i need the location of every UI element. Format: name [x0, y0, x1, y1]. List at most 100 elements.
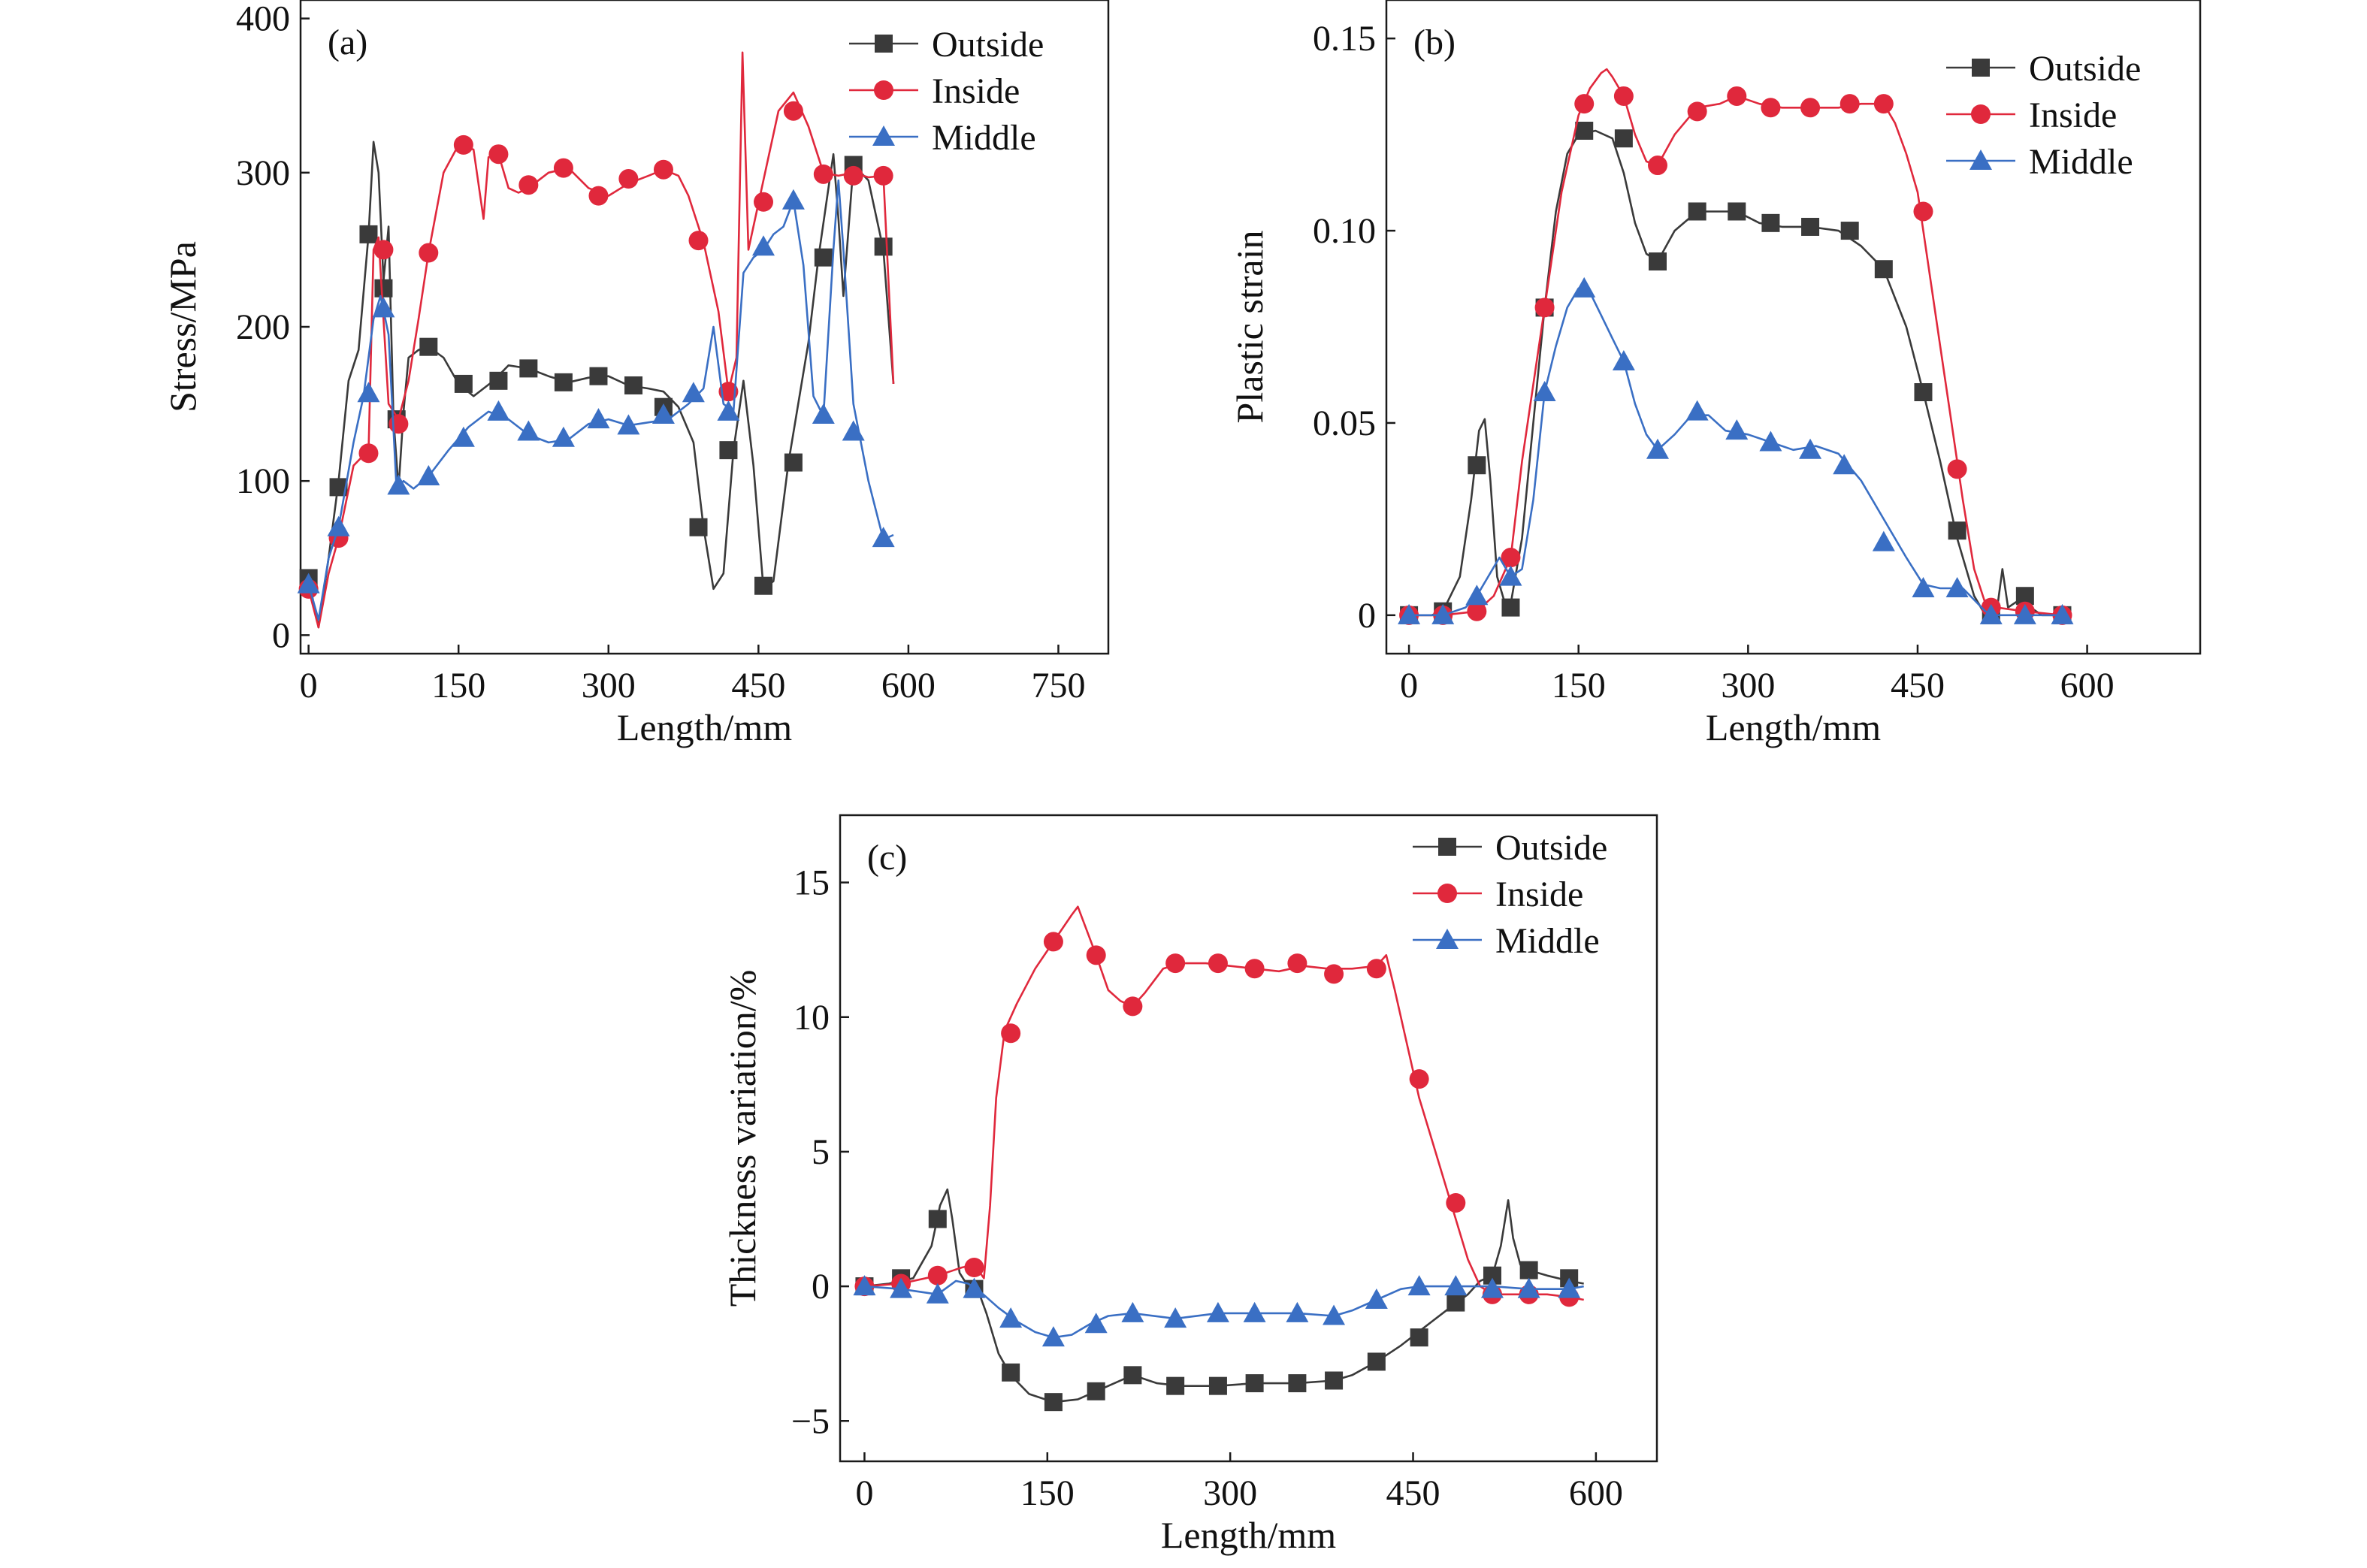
panel-a-legend-middle-label: Middle — [932, 118, 1036, 158]
panel-c-series-inside-point — [1165, 953, 1186, 974]
panel-c-series-inside-point — [1043, 932, 1063, 952]
panel-a-series-inside-point — [518, 175, 539, 195]
panel-a-series-outside-point — [374, 279, 393, 298]
panel-b-series-inside-point — [1501, 548, 1521, 568]
panel-c-y-tick-label: 10 — [794, 998, 830, 1038]
panel-c-series-middle-point — [1480, 1277, 1504, 1298]
panel-c-y-tick-label: 0 — [812, 1267, 830, 1307]
panel-b-series-outside-point — [1801, 217, 1820, 236]
panel-b-y-tick-label: 0.10 — [1313, 211, 1376, 251]
panel-c-x-tick-label: 150 — [1020, 1473, 1075, 1513]
panel-b-series-inside-point — [1534, 298, 1555, 318]
panel-c-legend-middle-label: Middle — [1495, 921, 1600, 961]
panel-c-y-tick-label: 15 — [794, 863, 830, 903]
panel-a-series-inside-point — [718, 382, 739, 402]
panel-a-series-middle-point — [717, 400, 740, 421]
panel-a-series-inside-point — [373, 240, 394, 260]
panel-a-series-outside-point — [874, 237, 893, 256]
panel-c-series-middle-point — [1084, 1313, 1108, 1334]
panel-c-series-outside-point — [1325, 1371, 1344, 1390]
panel-c-series-inside-point — [1287, 953, 1307, 974]
panel-c-series-outside-point — [1166, 1376, 1185, 1395]
panel-a-series-outside-point — [454, 374, 473, 393]
panel-a-y-tick-label: 100 — [236, 461, 290, 501]
panel-c-series-middle-point — [1365, 1289, 1388, 1309]
panel-a-legend-inside-marker — [874, 80, 893, 100]
panel-a-series-inside-point — [783, 101, 803, 121]
panel-a-stress: 0 150 300 450 600 750 0 100 200 300 400 Length/mm St… — [162, 0, 1110, 748]
panel-a-series-middle-point — [517, 420, 540, 441]
panel-c-series-middle-point — [1444, 1275, 1468, 1296]
panel-b-legend-outside-marker — [1972, 59, 1990, 77]
panel-a-x-tick-label: 300 — [582, 666, 636, 705]
panel-a-series-outside-line — [307, 140, 895, 629]
panel-b-series-middle-point — [1979, 603, 2003, 624]
panel-a-series-middle-point — [417, 465, 440, 486]
panel-c-series-inside-point — [1208, 953, 1228, 974]
panel-b-legend-inside-label: Inside — [2029, 95, 2117, 135]
panel-b-series-inside-point — [1574, 94, 1595, 114]
panel-c-series-outside-point — [1446, 1293, 1465, 1312]
panel-b-series-middle-point — [1872, 530, 1895, 551]
panel-c-series-inside-point — [1409, 1069, 1429, 1089]
panel-b-y-tick-label: 0.15 — [1313, 19, 1376, 59]
panel-b-series-outside-point — [1614, 129, 1633, 148]
panel-a-series-outside-point — [419, 337, 438, 356]
panel-b-series-middle-point — [1499, 565, 1522, 586]
panel-b-label: (b) — [1413, 23, 1456, 62]
panel-b-series-middle-point — [1725, 419, 1749, 440]
panel-b-x-axis-title: Length/mm — [1706, 706, 1881, 748]
panel-b-y-tick-label: 0.05 — [1313, 403, 1376, 443]
panel-a-x-tick-label: 150 — [431, 666, 485, 705]
panel-b-legend-middle-marker — [1969, 150, 1992, 170]
panel-a-series-inside-point — [488, 144, 509, 165]
panel-c-series-inside-point — [1086, 945, 1106, 965]
panel-c-legend-inside-marker — [1437, 884, 1457, 903]
panel-a-series-middle-point — [297, 573, 320, 594]
panel-c-series-inside-point — [964, 1258, 984, 1277]
panel-a-x-tick-label: 0 — [300, 666, 318, 705]
panel-a-series-middle-point — [357, 382, 380, 403]
panel-c-series-inside-point — [1446, 1193, 1466, 1213]
panel-a-series-inside-point — [618, 169, 639, 189]
panel-a-series-outside-point — [519, 359, 538, 378]
panel-c-x-axis-title: Length/mm — [1161, 1514, 1336, 1556]
panel-b-series-middle-line — [1409, 287, 2063, 617]
panel-b-series-middle-point — [2013, 603, 2036, 624]
panel-a-series-outside-point — [784, 453, 803, 472]
panel-c-legend-middle-marker — [1436, 929, 1459, 949]
panel-c-series-inside-point — [1123, 996, 1143, 1017]
panel-a-legend-outside-marker — [875, 35, 893, 53]
panel-b-series-outside-point — [1948, 521, 1966, 540]
panel-c-series-middle-point — [1517, 1277, 1540, 1298]
panel-a-series-middle-point — [387, 474, 410, 495]
panel-a-series-inside-point — [688, 231, 709, 251]
panel-a-series-inside-point — [453, 134, 473, 155]
panel-c-series-inside-point — [1324, 964, 1344, 984]
panel-b-series-outside-point — [1688, 202, 1706, 221]
panel-c-series-outside-point — [1245, 1374, 1264, 1393]
panel-b-series-middle-point — [2051, 603, 2074, 624]
panel-a-legend-middle-marker — [872, 125, 895, 146]
panel-a-label: (a) — [328, 23, 367, 62]
panel-b-plastic-strain: 0 150 300 450 600 0 0.05 0.10 0.15 Length/mm Plast… — [1229, 0, 2202, 748]
panel-b-series-outside-point — [1649, 252, 1667, 270]
panel-c-y-axis-title: Thickness variation/% — [721, 970, 763, 1307]
panel-b-series-middle-point — [1759, 431, 1782, 452]
panel-b-series-inside-point — [1873, 94, 1894, 114]
panel-a-series-middle-point — [751, 235, 775, 256]
panel-b-legend-middle-label: Middle — [2029, 142, 2133, 182]
panel-a-series-middle-point — [682, 382, 705, 403]
panel-b-series-middle-point — [1465, 585, 1489, 606]
panel-b-series-inside-point — [1648, 156, 1667, 176]
panel-c-legend-outside-marker — [1438, 838, 1456, 856]
panel-b-series-outside-point — [1728, 202, 1746, 221]
panel-b-series-outside-point — [1501, 598, 1520, 617]
panel-c-series-middle-point — [1323, 1304, 1346, 1325]
panel-c-thickness-variation: 0 150 300 450 600 −5 0 5 10 15 Length/mm Thickness … — [721, 814, 1658, 1556]
panel-b-x-tick-label: 450 — [1891, 666, 1945, 705]
panel-c-series-outside-point — [1123, 1366, 1142, 1385]
panel-c-series-middle-point — [1558, 1277, 1581, 1298]
panel-c-series-inside-point — [1244, 959, 1265, 979]
